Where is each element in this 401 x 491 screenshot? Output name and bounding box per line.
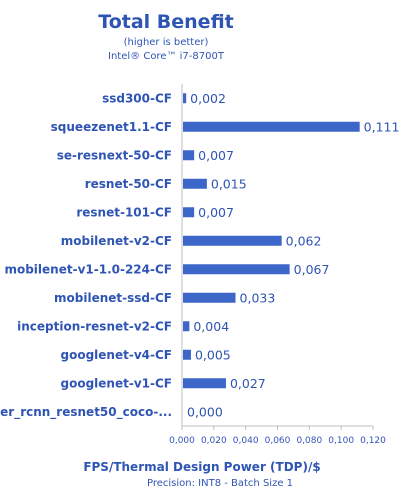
data-label: 0,000 [187,404,223,419]
category-label: googlenet-v1-CF [61,376,172,390]
data-label: 0,015 [211,176,247,191]
bar [183,264,290,275]
data-label: 0,005 [195,347,231,362]
bar [183,207,195,218]
plot-area: 0,000 0,020 0,040 0,060 0,080 0,100 0,120 ssd30… [0,84,399,446]
x-tick-label: 0,080 [296,436,322,446]
chart-title: Total Benefit [98,11,233,33]
category-label: se-resnext-50-CF [57,148,172,162]
data-label: 0,004 [193,319,229,334]
data-label: 0,007 [198,148,234,163]
data-label: 0,062 [286,233,322,248]
bar [183,93,187,104]
category-label: ssd300-CF [102,91,172,105]
bar [183,121,360,132]
processor-label: Intel® Core™ i7-8700T [108,51,225,62]
bar [183,292,236,303]
bar [183,349,191,360]
x-tick-label: 0,100 [328,436,354,446]
x-tick-label: 0,060 [265,436,291,446]
bar [183,150,195,161]
category-label: resnet-101-CF [76,205,172,219]
x-tick-label: 0,120 [360,436,386,446]
category-label: inception-resnet-v2-CF [17,319,172,333]
category-label: squeezenet1.1-CF [51,120,172,134]
category-label: faster_rcnn_resnet50_coco-... [0,405,172,420]
bar [183,235,282,246]
x-axis-label: FPS/Thermal Design Power (TDP)/$ [83,460,320,474]
data-label: 0,067 [294,262,330,277]
x-tick-label: 0,000 [169,436,195,446]
bar [183,178,207,189]
category-label: mobilenet-v2-CF [61,234,172,248]
precision-note: Precision: INT8 - Batch Size 1 [147,478,293,489]
data-label: 0,002 [190,91,226,106]
bar [183,321,190,332]
data-label: 0,033 [240,290,276,305]
bar [183,378,226,389]
data-label: 0,027 [230,376,266,391]
x-tick-label: 0,040 [233,436,259,446]
category-label: googlenet-v4-CF [61,348,172,362]
category-label: mobilenet-ssd-CF [54,291,172,305]
chart-subtitle: (higher is better) [124,37,209,48]
category-label: resnet-50-CF [85,177,172,191]
x-tick-label: 0,020 [201,436,227,446]
data-label: 0,007 [198,205,234,220]
data-label: 0,111 [364,119,400,134]
category-label: mobilenet-v1-1.0-224-CF [4,262,172,276]
